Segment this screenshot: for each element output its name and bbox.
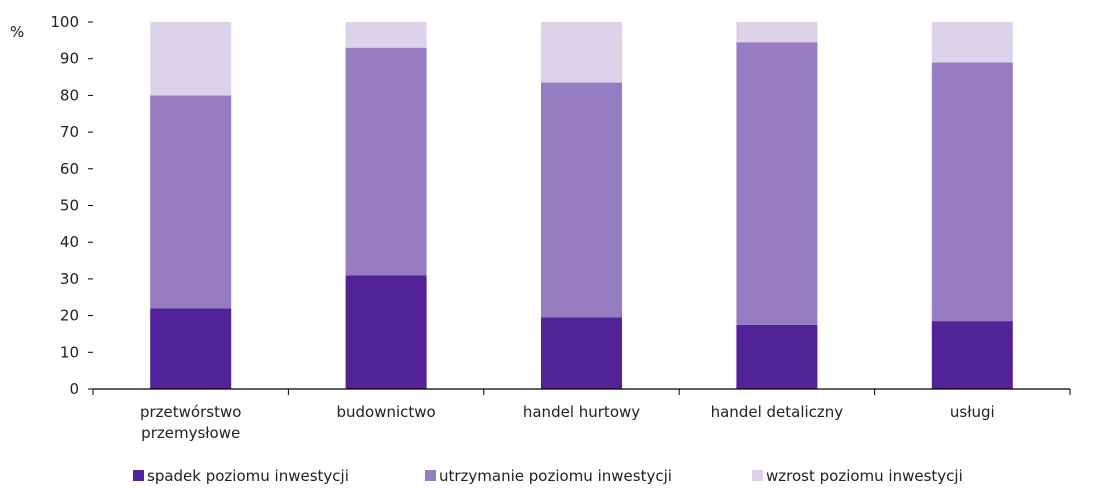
- bar-segment: [150, 95, 232, 309]
- y-tick-label: 60: [60, 160, 79, 178]
- y-tick-label: 70: [60, 123, 79, 141]
- bars: [150, 22, 1013, 389]
- y-tick-label: 30: [60, 270, 79, 288]
- bar-segment: [150, 22, 232, 96]
- legend-swatch: [133, 470, 144, 481]
- y-tick-label: 50: [60, 197, 79, 215]
- bar-segment: [345, 22, 427, 48]
- y-tick-label: 0: [69, 380, 79, 398]
- x-category-label: przemysłowe: [141, 424, 240, 442]
- bar-segment: [931, 321, 1013, 389]
- x-category-label: budownictwo: [336, 403, 435, 421]
- bar-segment: [736, 324, 818, 389]
- y-tick-label: 20: [60, 307, 79, 325]
- x-axis-ticks: [92, 389, 1071, 395]
- y-tick-label: 100: [50, 13, 79, 31]
- bar-segment: [931, 22, 1013, 63]
- bar-segment: [736, 42, 818, 325]
- bar-segment: [541, 22, 622, 83]
- legend-label: utrzymanie poziomu inwestycji: [439, 467, 672, 485]
- bar-segment: [345, 47, 427, 276]
- legend-label: wzrost poziomu inwestycji: [766, 467, 963, 485]
- legend-label: spadek poziomu inwestycji: [147, 467, 349, 485]
- legend-swatch: [752, 470, 763, 481]
- legend-swatch: [425, 470, 436, 481]
- x-category-label: handel hurtowy: [523, 403, 640, 421]
- bar-segment: [541, 82, 622, 318]
- bar-segment: [150, 308, 232, 389]
- x-axis-labels: przetwórstwo przemysłowe budownictwo handel…: [140, 403, 995, 442]
- bar-segment: [736, 22, 818, 43]
- y-tick-label: 90: [60, 50, 79, 68]
- y-tick-label: 40: [60, 233, 79, 251]
- legend: spadek poziomu inwestycji utrzymanie pozi…: [133, 467, 963, 485]
- x-category-label: usługi: [950, 403, 995, 421]
- y-axis-unit: %: [10, 23, 24, 41]
- x-category-label: przetwórstwo: [140, 403, 241, 421]
- y-tick-label: 10: [60, 343, 79, 361]
- x-category-label: handel detaliczny: [711, 403, 844, 421]
- y-axis-ticks: 0 10 20 30 40 50 60 70 80 90 100: [50, 13, 93, 398]
- bar-segment: [345, 275, 427, 389]
- bar-segment: [931, 62, 1013, 322]
- y-tick-label: 80: [60, 86, 79, 104]
- bar-segment: [541, 317, 622, 389]
